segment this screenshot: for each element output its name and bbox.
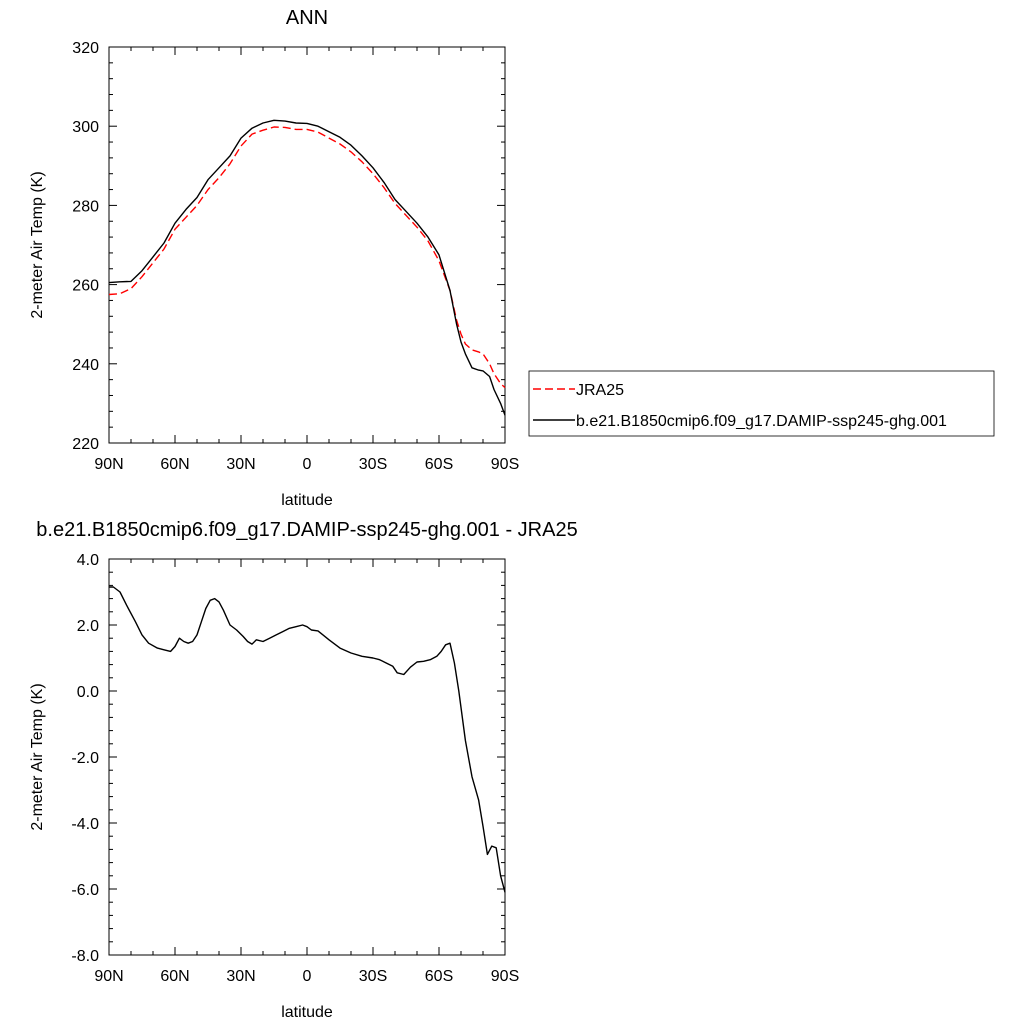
top-chart-title: ANN bbox=[286, 7, 328, 29]
top-x-tick-label: 60N bbox=[160, 456, 189, 473]
top-y-tick-label: 280 bbox=[72, 198, 99, 215]
bottom-x-tick-label: 30S bbox=[359, 968, 387, 985]
bottom-panel: b.e21.B1850cmip6.f09_g17.DAMIP-ssp245-gh… bbox=[29, 519, 578, 1021]
bottom-x-axis-label: latitude bbox=[281, 1004, 333, 1021]
legend-label-jra25: JRA25 bbox=[576, 382, 624, 399]
bottom-y-tick-label: -8.0 bbox=[71, 948, 99, 965]
top-x-tick-label: 30S bbox=[359, 456, 387, 473]
bottom-y-tick-label: 0.0 bbox=[77, 684, 99, 701]
top-x-tick-label: 90S bbox=[491, 456, 519, 473]
bottom-y-tick-label: -4.0 bbox=[71, 816, 99, 833]
bottom-x-tick-label: 0 bbox=[303, 968, 312, 985]
bottom-plot-frame bbox=[108, 558, 506, 956]
bottom-series-line-0 bbox=[109, 586, 506, 893]
bottom-x-tick-label: 60S bbox=[425, 968, 453, 985]
top-y-axis-label: 2-meter Air Temp (K) bbox=[29, 171, 46, 318]
legend-label-model: b.e21.B1850cmip6.f09_g17.DAMIP-ssp245-gh… bbox=[576, 413, 947, 430]
legend: JRA25 b.e21.B1850cmip6.f09_g17.DAMIP-ssp… bbox=[528, 370, 995, 437]
bottom-y-tick-label: -6.0 bbox=[71, 882, 99, 899]
bottom-y-tick-label: 2.0 bbox=[77, 618, 99, 635]
top-y-tick-label: 320 bbox=[72, 40, 99, 57]
bottom-y-axis-label: 2-meter Air Temp (K) bbox=[29, 683, 46, 830]
top-y-tick-label: 300 bbox=[72, 119, 99, 136]
top-y-tick-label: 240 bbox=[72, 357, 99, 374]
top-y-tick-label: 260 bbox=[72, 278, 99, 295]
top-plot-frame bbox=[108, 46, 506, 444]
top-panel: ANN 90N 60N 30N 0 30S 60S 90S 220 240 260 280 300 32… bbox=[29, 7, 519, 509]
top-x-axis-label: latitude bbox=[281, 492, 333, 509]
top-y-tick-label: 220 bbox=[72, 436, 99, 453]
legend-box bbox=[528, 370, 995, 437]
top-series-line-0 bbox=[108, 126, 506, 389]
bottom-axis-ticks: 90N 60N 30N 0 30S 60S 90S -8.0 -6.0 -4.0 -2.0 0.0 2.… bbox=[71, 552, 519, 985]
top-series-lines bbox=[108, 119, 506, 416]
bottom-series-lines bbox=[109, 586, 506, 893]
top-x-tick-label: 0 bbox=[303, 456, 312, 473]
bottom-y-tick-label: -2.0 bbox=[71, 750, 99, 767]
bottom-x-tick-label: 90N bbox=[94, 968, 123, 985]
bottom-x-tick-label: 60N bbox=[160, 968, 189, 985]
top-x-tick-label: 30N bbox=[226, 456, 255, 473]
top-axis-ticks: 90N 60N 30N 0 30S 60S 90S 220 240 260 280 300 320 bbox=[72, 40, 519, 473]
top-series-line-1 bbox=[108, 119, 506, 416]
top-x-tick-label: 90N bbox=[94, 456, 123, 473]
top-x-tick-label: 60S bbox=[425, 456, 453, 473]
bottom-x-tick-label: 30N bbox=[226, 968, 255, 985]
bottom-chart-title: b.e21.B1850cmip6.f09_g17.DAMIP-ssp245-gh… bbox=[36, 519, 577, 541]
bottom-y-tick-label: 4.0 bbox=[77, 552, 99, 569]
bottom-x-tick-label: 90S bbox=[491, 968, 519, 985]
